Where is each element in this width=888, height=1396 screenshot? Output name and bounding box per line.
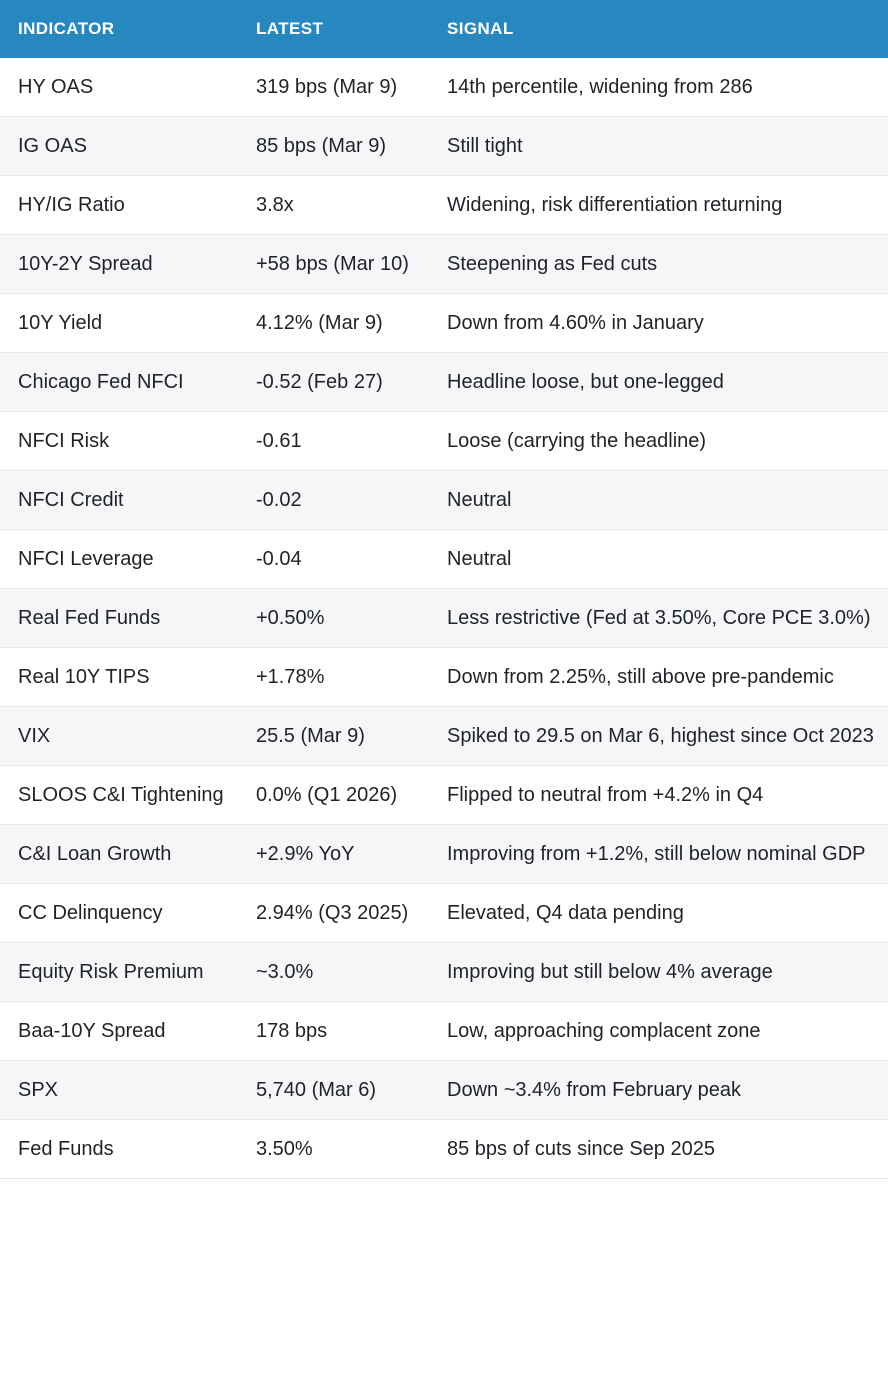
indicator-cell: NFCI Credit [0, 470, 238, 530]
table-row: 10Y Yield 4.12% (Mar 9) Down from 4.60% in… [0, 293, 888, 353]
header-latest: LATEST [238, 0, 429, 58]
table-row: HY OAS 319 bps (Mar 9) 14th percentile, wi… [0, 58, 888, 117]
indicator-cell: 10Y-2Y Spread [0, 234, 238, 294]
latest-cell: 3.8x [238, 175, 429, 235]
header-row: INDICATOR LATEST SIGNAL [0, 0, 888, 58]
indicator-cell: Equity Risk Premium [0, 942, 238, 1002]
table-row: NFCI Leverage -0.04 Neutral [0, 529, 888, 589]
latest-cell: +2.9% YoY [238, 824, 429, 884]
latest-cell: -0.52 (Feb 27) [238, 352, 429, 412]
signal-cell: Elevated, Q4 data pending [429, 883, 888, 943]
table-body: HY OAS 319 bps (Mar 9) 14th percentile, wi… [0, 58, 888, 1179]
indicator-cell: Chicago Fed NFCI [0, 352, 238, 412]
table-row: Chicago Fed NFCI -0.52 (Feb 27) Headline l… [0, 352, 888, 412]
latest-cell: 85 bps (Mar 9) [238, 116, 429, 176]
latest-cell: +1.78% [238, 647, 429, 707]
signal-cell: Low, approaching complacent zone [429, 1001, 888, 1061]
table-row: 10Y-2Y Spread +58 bps (Mar 10) Steepening … [0, 234, 888, 294]
latest-cell: 3.50% [238, 1119, 429, 1179]
table-row: Fed Funds 3.50% 85 bps of cuts since Sep 2… [0, 1119, 888, 1179]
latest-cell: 4.12% (Mar 9) [238, 293, 429, 353]
signal-cell: Down from 2.25%, still above pre-pandemi… [429, 647, 888, 707]
latest-cell: -0.61 [238, 411, 429, 471]
indicator-table: INDICATOR LATEST SIGNAL HY OAS 319 bps (M… [0, 0, 888, 1179]
signal-cell: Flipped to neutral from +4.2% in Q4 [429, 765, 888, 825]
signal-cell: Headline loose, but one-legged [429, 352, 888, 412]
indicator-cell: SLOOS C&I Tightening [0, 765, 238, 825]
signal-cell: Neutral [429, 470, 888, 530]
signal-cell: Down ~3.4% from February peak [429, 1060, 888, 1120]
table-row: HY/IG Ratio 3.8x Widening, risk differenti… [0, 175, 888, 235]
indicator-cell: CC Delinquency [0, 883, 238, 943]
indicator-cell: IG OAS [0, 116, 238, 176]
indicator-cell: Baa-10Y Spread [0, 1001, 238, 1061]
signal-cell: Still tight [429, 116, 888, 176]
table-row: Real 10Y TIPS +1.78% Down from 2.25%, stil… [0, 647, 888, 707]
indicator-cell: NFCI Leverage [0, 529, 238, 589]
indicator-cell: C&I Loan Growth [0, 824, 238, 884]
table-row: C&I Loan Growth +2.9% YoY Improving from +… [0, 824, 888, 884]
header-indicator: INDICATOR [0, 0, 238, 58]
latest-cell: 2.94% (Q3 2025) [238, 883, 429, 943]
table-row: NFCI Risk -0.61 Loose (carrying the headli… [0, 411, 888, 471]
signal-cell: 14th percentile, widening from 286 [429, 58, 888, 117]
table-row: Real Fed Funds +0.50% Less restrictive (Fe… [0, 588, 888, 648]
table-header: INDICATOR LATEST SIGNAL [0, 0, 888, 58]
signal-cell: Less restrictive (Fed at 3.50%, Core PCE… [429, 588, 888, 648]
signal-cell: 85 bps of cuts since Sep 2025 [429, 1119, 888, 1179]
table-row: SLOOS C&I Tightening 0.0% (Q1 2026) Flippe… [0, 765, 888, 825]
indicator-cell: Real Fed Funds [0, 588, 238, 648]
table-row: IG OAS 85 bps (Mar 9) Still tight [0, 116, 888, 176]
latest-cell: 319 bps (Mar 9) [238, 58, 429, 117]
table-row: Equity Risk Premium ~3.0% Improving but st… [0, 942, 888, 1002]
latest-cell: +58 bps (Mar 10) [238, 234, 429, 294]
indicator-cell: Real 10Y TIPS [0, 647, 238, 707]
signal-cell: Steepening as Fed cuts [429, 234, 888, 294]
indicator-cell: Fed Funds [0, 1119, 238, 1179]
latest-cell: 5,740 (Mar 6) [238, 1060, 429, 1120]
signal-cell: Spiked to 29.5 on Mar 6, highest since O… [429, 706, 888, 766]
signal-cell: Down from 4.60% in January [429, 293, 888, 353]
indicator-cell: HY OAS [0, 58, 238, 117]
signal-cell: Improving from +1.2%, still below nomina… [429, 824, 888, 884]
latest-cell: 25.5 (Mar 9) [238, 706, 429, 766]
header-signal: SIGNAL [429, 0, 888, 58]
latest-cell: 0.0% (Q1 2026) [238, 765, 429, 825]
signal-cell: Widening, risk differentiation returning [429, 175, 888, 235]
table-row: VIX 25.5 (Mar 9) Spiked to 29.5 on Mar 6, … [0, 706, 888, 766]
signal-cell: Neutral [429, 529, 888, 589]
indicator-cell: 10Y Yield [0, 293, 238, 353]
latest-cell: ~3.0% [238, 942, 429, 1002]
signal-cell: Loose (carrying the headline) [429, 411, 888, 471]
indicator-cell: SPX [0, 1060, 238, 1120]
table-row: CC Delinquency 2.94% (Q3 2025) Elevated, Q… [0, 883, 888, 943]
indicator-cell: HY/IG Ratio [0, 175, 238, 235]
latest-cell: 178 bps [238, 1001, 429, 1061]
signal-cell: Improving but still below 4% average [429, 942, 888, 1002]
indicator-cell: NFCI Risk [0, 411, 238, 471]
latest-cell: -0.04 [238, 529, 429, 589]
latest-cell: -0.02 [238, 470, 429, 530]
table-row: SPX 5,740 (Mar 6) Down ~3.4% from February… [0, 1060, 888, 1120]
latest-cell: +0.50% [238, 588, 429, 648]
table-row: Baa-10Y Spread 178 bps Low, approaching co… [0, 1001, 888, 1061]
table-row: NFCI Credit -0.02 Neutral [0, 470, 888, 530]
indicator-cell: VIX [0, 706, 238, 766]
